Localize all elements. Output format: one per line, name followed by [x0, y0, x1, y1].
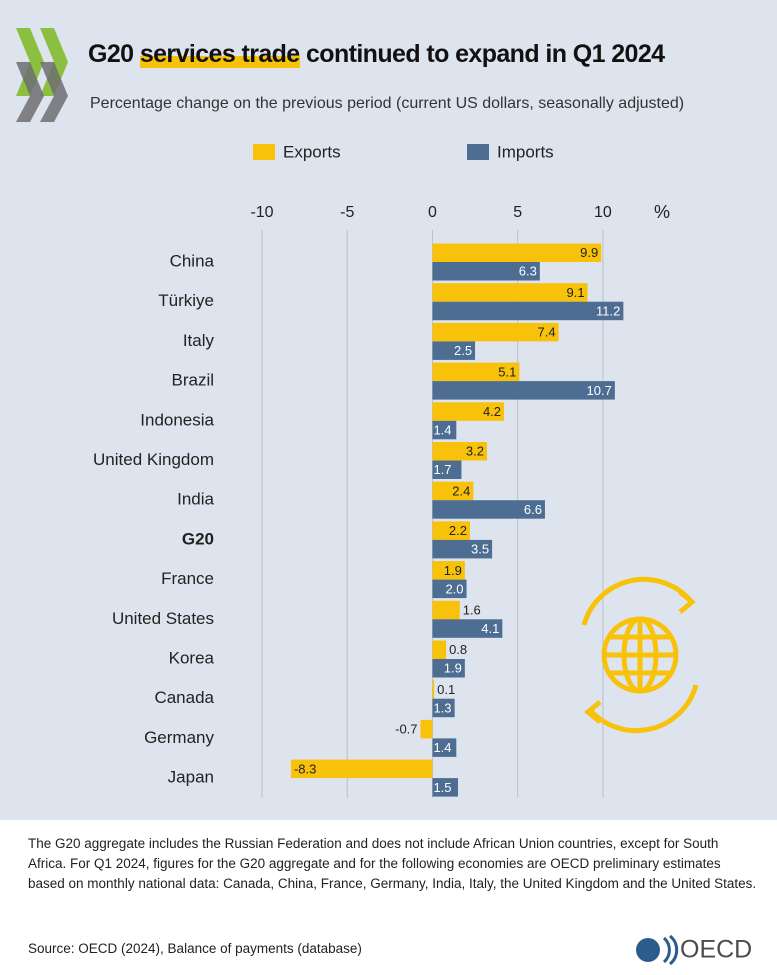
bar: [432, 301, 624, 321]
data-label: 0.1: [437, 682, 455, 697]
bar: [432, 579, 467, 599]
bar: [432, 778, 459, 797]
bar: [432, 442, 487, 461]
data-label: 1.7: [433, 462, 451, 477]
oecd-chevrons: [16, 28, 68, 122]
bar: [432, 640, 447, 659]
data-label: 11.2: [596, 303, 620, 318]
y-tick-label: Korea: [169, 648, 215, 667]
title-part: continued to expand in Q1 2024: [305, 40, 665, 68]
bar: [432, 680, 435, 699]
y-tick-label: China: [170, 251, 215, 270]
data-label: 1.4: [433, 740, 451, 755]
bar: [432, 600, 460, 620]
data-label: 6.3: [519, 264, 537, 279]
legend-label: Exports: [283, 142, 341, 161]
data-label: 5.1: [498, 364, 516, 379]
bar: [432, 381, 615, 400]
oecd-logo: OECD: [636, 934, 752, 966]
source: Source: OECD (2024), Balance of payments…: [28, 941, 362, 956]
title-part: G20: [88, 40, 134, 68]
data-label: 9.9: [580, 245, 598, 260]
chart-subtitle: Percentage change on the previous period…: [90, 95, 685, 112]
y-tick-label: India: [177, 490, 214, 509]
chart-title: G20 services trade continued to expand i…: [88, 40, 665, 69]
bar: [432, 362, 520, 382]
bar: [432, 698, 455, 718]
data-label: 9.1: [566, 285, 584, 300]
bar: [432, 659, 465, 678]
legend-label: Imports: [497, 142, 554, 161]
data-label: 3.5: [471, 542, 489, 557]
y-tick-label: Türkiye: [158, 291, 214, 310]
title-highlight: services trade: [139, 40, 300, 68]
data-label: 0.8: [449, 642, 467, 657]
bar: [432, 262, 540, 281]
bar: [432, 402, 505, 421]
data-label: -8.3: [294, 761, 316, 776]
y-tick-label: Canada: [154, 688, 214, 707]
bar: [432, 341, 476, 360]
data-label: 2.5: [454, 343, 472, 358]
y-tick-label: France: [161, 569, 214, 588]
bar: [432, 561, 465, 580]
bar: [432, 322, 559, 342]
data-label: -0.7: [395, 722, 417, 737]
bar: [432, 243, 602, 262]
x-tick-label: 0: [428, 204, 437, 221]
data-label: 1.3: [433, 700, 451, 715]
data-label: 2.4: [452, 483, 470, 498]
logo-text: OECD: [680, 936, 752, 964]
data-label: 4.1: [481, 621, 499, 636]
data-label: 6.6: [524, 502, 542, 517]
bar: [420, 719, 433, 739]
data-label: 1.5: [433, 780, 451, 795]
data-label: 7.4: [538, 325, 556, 340]
y-tick-label: Indonesia: [140, 410, 214, 429]
bar: [432, 539, 493, 559]
data-label: 1.4: [433, 422, 451, 437]
x-tick-label: 10: [594, 204, 612, 221]
data-label: 1.9: [444, 661, 462, 676]
data-label: 4.2: [483, 404, 501, 419]
data-label: 2.0: [445, 581, 463, 596]
y-tick-label: Japan: [168, 768, 214, 787]
globe-icon: [581, 576, 699, 734]
data-label: 1.6: [463, 602, 481, 617]
y-tick-label: Brazil: [171, 371, 214, 390]
data-label: 1.9: [444, 563, 462, 578]
bar: [432, 619, 503, 638]
bar: [432, 500, 545, 519]
y-tick-label: Germany: [144, 728, 214, 747]
bar: [432, 481, 474, 501]
x-tick-label: -5: [340, 204, 354, 221]
legend-swatch: [253, 144, 275, 160]
bar: [432, 283, 588, 302]
bar: [432, 521, 470, 540]
chart-background: [0, 0, 777, 820]
bar: [432, 460, 462, 479]
legend-swatch: [467, 144, 489, 160]
x-tick-label: 5: [513, 204, 522, 221]
x-unit: %: [654, 202, 670, 222]
bar: [290, 759, 433, 779]
x-tick-label: -10: [250, 204, 273, 221]
bar: [432, 738, 457, 757]
bar: [432, 420, 457, 440]
y-tick-label: United Kingdom: [93, 450, 214, 469]
y-tick-label: United States: [112, 609, 214, 628]
y-tick-label: G20: [182, 529, 214, 548]
data-label: 10.7: [587, 383, 612, 398]
data-label: 2.2: [449, 523, 467, 538]
y-tick-label: Italy: [183, 331, 215, 350]
data-label: 3.2: [466, 444, 484, 459]
note: The G20 aggregate includes the Russian F…: [28, 836, 757, 891]
